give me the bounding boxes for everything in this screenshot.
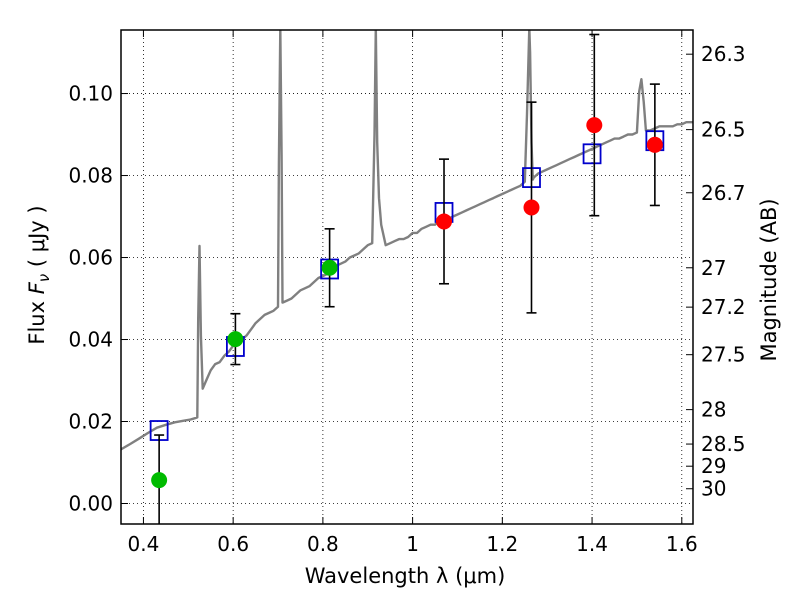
right-tick-label: 27 — [701, 256, 726, 280]
plot-data-layer — [121, 30, 693, 524]
x-tick-label: 1 — [406, 532, 419, 556]
y-axis-label-prefix: Flux — [25, 294, 49, 344]
x-tick-label: 0.4 — [128, 532, 160, 556]
right-tick-label: 26.5 — [701, 118, 746, 142]
right-axis-label: Magnitude (AB) — [757, 198, 781, 361]
y-axis-label-subscript: ν — [35, 274, 53, 282]
data-point-marker — [151, 472, 168, 489]
plot-frame — [120, 29, 694, 525]
right-tick-label: 27.5 — [701, 343, 746, 367]
y-tick-label: 0.10 — [68, 82, 113, 106]
y-axis-label-variable: F — [25, 281, 49, 294]
data-point-marker — [523, 199, 540, 216]
data-point-marker — [227, 331, 244, 348]
data-point-marker — [321, 259, 338, 276]
right-tick-label: 26.7 — [701, 181, 746, 205]
grid-lines — [121, 30, 693, 524]
y-tick-label: 0.06 — [68, 246, 113, 270]
right-tick-label: 26.3 — [701, 42, 746, 66]
y-tick-label: 0.02 — [68, 410, 113, 434]
data-point-marker — [646, 136, 663, 153]
right-tick-label: 29 — [701, 454, 726, 478]
y-axis-label-unit: ( μJy ) — [25, 205, 49, 273]
y-tick-label: 0.00 — [68, 492, 113, 516]
x-tick-label: 1.2 — [486, 532, 518, 556]
x-tick-label: 1.4 — [576, 532, 608, 556]
y-tick-label: 0.04 — [68, 328, 113, 352]
right-tick-label: 28.5 — [701, 432, 746, 456]
x-axis-label: Wavelength λ (μm) — [305, 564, 506, 588]
axis-ticks: 0.4 0.6 0.8 1 1.2 1.4 1.6 0.00 0.02 0.04 0.06 0.08 0… — [68, 30, 746, 556]
right-tick-label: 27.2 — [701, 295, 746, 319]
y-tick-label: 0.08 — [68, 164, 113, 188]
model-square-marker — [582, 143, 602, 165]
y-axis-label: Flux Fν ( μJy ) — [25, 205, 53, 344]
right-tick-label: 30 — [701, 477, 726, 501]
x-tick-label: 0.8 — [307, 532, 339, 556]
data-point-marker — [586, 117, 603, 134]
x-tick-label: 1.6 — [666, 532, 698, 556]
x-tick-label: 0.6 — [217, 532, 249, 556]
right-tick-label: 28 — [701, 398, 726, 422]
data-point-marker — [436, 213, 453, 230]
